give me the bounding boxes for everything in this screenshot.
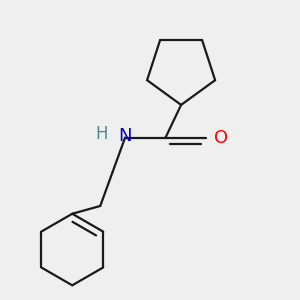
Text: N: N: [118, 127, 132, 145]
Text: H: H: [95, 125, 108, 143]
Text: O: O: [214, 129, 228, 147]
